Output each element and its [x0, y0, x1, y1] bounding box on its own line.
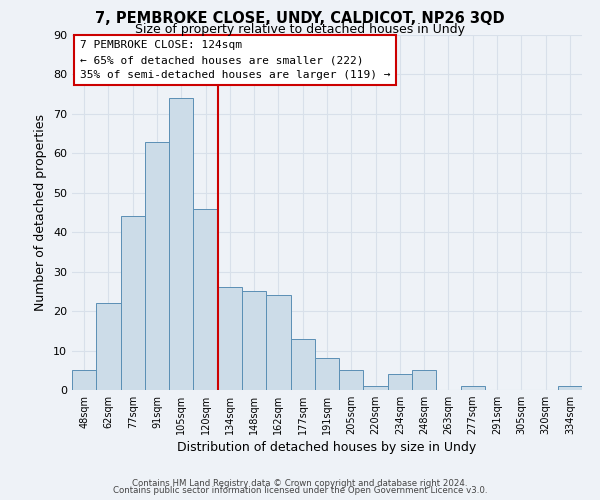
Bar — [339, 370, 364, 390]
Bar — [218, 288, 242, 390]
Bar — [193, 208, 218, 390]
Bar — [242, 292, 266, 390]
Text: 7, PEMBROKE CLOSE, UNDY, CALDICOT, NP26 3QD: 7, PEMBROKE CLOSE, UNDY, CALDICOT, NP26 … — [95, 11, 505, 26]
Bar — [96, 303, 121, 390]
Bar — [72, 370, 96, 390]
Bar — [461, 386, 485, 390]
Bar — [266, 296, 290, 390]
Bar — [388, 374, 412, 390]
Y-axis label: Number of detached properties: Number of detached properties — [34, 114, 47, 311]
Bar — [364, 386, 388, 390]
X-axis label: Distribution of detached houses by size in Undy: Distribution of detached houses by size … — [178, 442, 476, 454]
Bar — [412, 370, 436, 390]
Text: Contains HM Land Registry data © Crown copyright and database right 2024.: Contains HM Land Registry data © Crown c… — [132, 478, 468, 488]
Bar — [121, 216, 145, 390]
Bar — [558, 386, 582, 390]
Text: Contains public sector information licensed under the Open Government Licence v3: Contains public sector information licen… — [113, 486, 487, 495]
Bar — [145, 142, 169, 390]
Bar — [315, 358, 339, 390]
Bar — [290, 338, 315, 390]
Text: Size of property relative to detached houses in Undy: Size of property relative to detached ho… — [135, 22, 465, 36]
Bar — [169, 98, 193, 390]
Text: 7 PEMBROKE CLOSE: 124sqm
← 65% of detached houses are smaller (222)
35% of semi-: 7 PEMBROKE CLOSE: 124sqm ← 65% of detach… — [80, 40, 390, 80]
